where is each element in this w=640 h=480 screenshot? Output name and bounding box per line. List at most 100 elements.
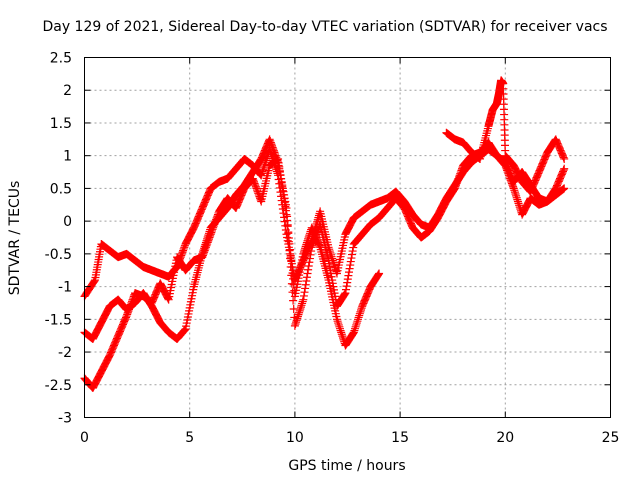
data-point bbox=[502, 164, 511, 173]
data-point bbox=[269, 146, 278, 155]
y-tick-label: 0 bbox=[63, 214, 72, 230]
data-point bbox=[286, 251, 295, 260]
data-point bbox=[457, 166, 466, 175]
data-point bbox=[454, 174, 463, 183]
data-point bbox=[348, 247, 357, 256]
data-point bbox=[209, 222, 218, 231]
data-point bbox=[210, 218, 219, 227]
y-tick-label: 1 bbox=[63, 149, 72, 165]
data-point bbox=[283, 216, 292, 225]
data-point bbox=[283, 222, 292, 231]
data-point bbox=[297, 301, 306, 310]
data-point bbox=[201, 244, 210, 253]
data-point bbox=[352, 319, 361, 328]
data-point bbox=[510, 186, 519, 195]
data-point bbox=[124, 307, 133, 316]
data-point bbox=[201, 243, 210, 252]
data-point bbox=[129, 294, 138, 303]
data-point bbox=[455, 171, 464, 180]
data-point bbox=[298, 299, 307, 308]
data-point bbox=[213, 212, 222, 221]
data-point bbox=[509, 182, 518, 191]
data-point bbox=[209, 223, 218, 232]
data-point bbox=[204, 236, 213, 245]
data-point bbox=[200, 248, 209, 257]
data-point bbox=[357, 305, 366, 314]
y-tick-label: 2.5 bbox=[50, 51, 72, 67]
x-tick-labels: 0 5 10 15 20 25 bbox=[80, 430, 619, 446]
data-point bbox=[274, 154, 283, 163]
data-point bbox=[90, 277, 99, 286]
data-point bbox=[277, 174, 286, 183]
y-tick-label: -2 bbox=[58, 345, 72, 361]
data-point bbox=[299, 295, 308, 304]
data-point bbox=[265, 135, 274, 144]
data-point bbox=[288, 269, 297, 278]
data-point bbox=[199, 249, 208, 258]
data-point bbox=[164, 294, 173, 303]
data-point bbox=[513, 197, 522, 206]
data-point bbox=[374, 270, 383, 279]
data-point bbox=[559, 166, 568, 175]
data-point bbox=[301, 284, 310, 293]
data-point bbox=[333, 317, 342, 326]
data-point bbox=[338, 334, 347, 343]
x-tick-label: 0 bbox=[80, 430, 89, 446]
data-point bbox=[306, 250, 315, 259]
data-point bbox=[295, 306, 304, 315]
data-point bbox=[258, 167, 267, 176]
data-point bbox=[342, 282, 351, 291]
data-point bbox=[292, 316, 301, 325]
data-point bbox=[250, 177, 259, 186]
data-point bbox=[337, 330, 346, 339]
x-tick-label: 10 bbox=[286, 430, 304, 446]
data-point bbox=[332, 267, 341, 276]
data-point bbox=[123, 310, 132, 319]
data-point bbox=[123, 308, 132, 317]
data-point bbox=[293, 312, 302, 321]
data-point bbox=[510, 188, 519, 197]
data-point bbox=[202, 241, 211, 250]
data-point bbox=[501, 161, 510, 170]
y-tick-label: 1.5 bbox=[50, 116, 72, 132]
data-point bbox=[356, 307, 365, 316]
data-point bbox=[287, 257, 296, 266]
data-point bbox=[450, 184, 459, 193]
data-point bbox=[248, 174, 257, 183]
data-point bbox=[348, 330, 357, 339]
data-point bbox=[341, 289, 350, 298]
data-point bbox=[275, 166, 284, 175]
series-track-d bbox=[442, 76, 569, 196]
data-point bbox=[336, 326, 345, 335]
data-point bbox=[503, 168, 512, 177]
y-tick-label: -1 bbox=[58, 280, 72, 296]
data-point bbox=[122, 312, 131, 321]
data-point bbox=[204, 235, 213, 244]
data-point bbox=[304, 233, 313, 242]
data-point bbox=[315, 222, 324, 231]
data-point bbox=[346, 257, 355, 266]
data-point bbox=[200, 246, 209, 255]
y-axis-label: SDTVAR / TECUs bbox=[7, 181, 23, 296]
y-tick-label: 2 bbox=[63, 83, 72, 99]
data-point bbox=[307, 247, 316, 256]
plot-frame bbox=[84, 57, 611, 418]
data-point bbox=[349, 328, 358, 337]
data-point bbox=[253, 186, 262, 195]
data-point bbox=[269, 145, 278, 154]
data-point bbox=[280, 198, 289, 207]
data-point bbox=[286, 245, 295, 254]
data-point bbox=[512, 191, 521, 200]
data-point bbox=[375, 269, 384, 278]
data-point bbox=[334, 320, 343, 329]
data-point bbox=[291, 319, 300, 328]
y-tick-label: -3 bbox=[58, 411, 72, 427]
data-point bbox=[354, 315, 363, 324]
data-point bbox=[348, 250, 357, 259]
data-point bbox=[340, 291, 349, 300]
data-point bbox=[354, 313, 363, 322]
data-point bbox=[324, 256, 333, 265]
data-point bbox=[300, 288, 309, 297]
data-point bbox=[296, 303, 305, 312]
data-point bbox=[267, 140, 276, 149]
